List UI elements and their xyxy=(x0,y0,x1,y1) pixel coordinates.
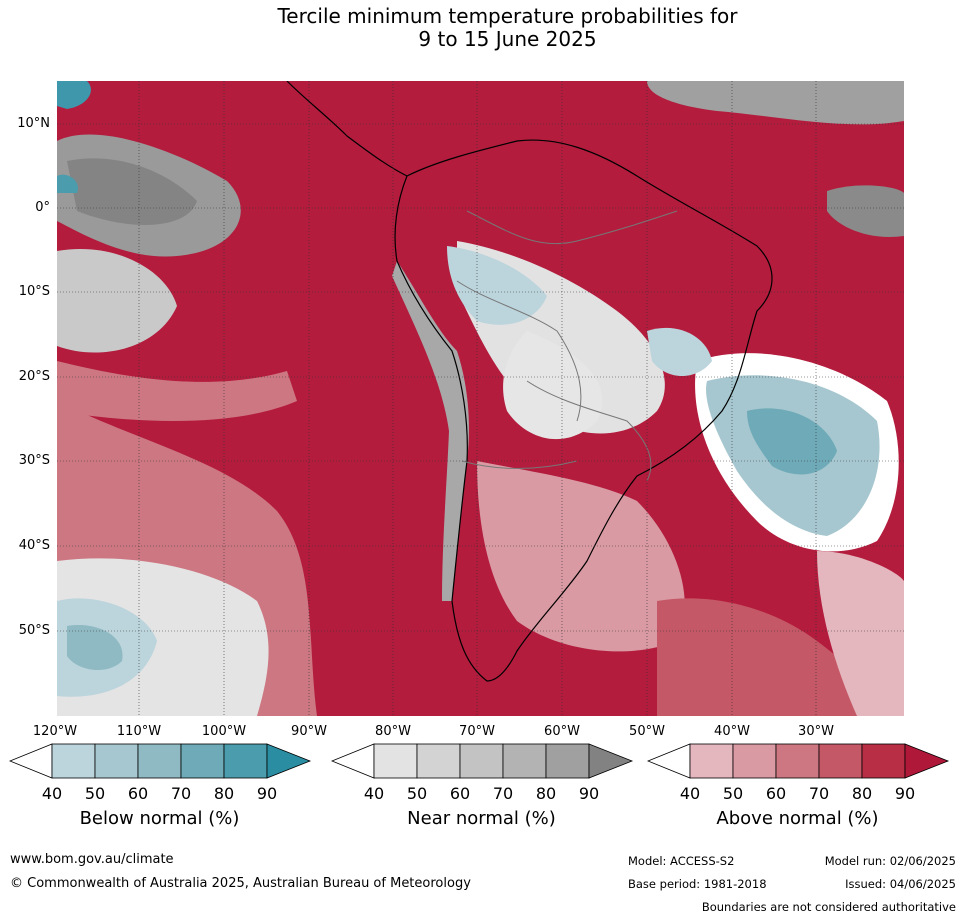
colorbar-swatch xyxy=(689,743,734,779)
latitude-tick-label: 30°S xyxy=(18,453,50,468)
colorbar-tick-label: 90 xyxy=(894,784,916,803)
colorbar xyxy=(647,743,950,779)
below-normal-region xyxy=(57,174,78,193)
colorbar-tick-label: 40 xyxy=(363,784,385,803)
longitude-tick-label: 50°W xyxy=(629,724,665,739)
continent-outline xyxy=(394,139,773,682)
colorbar-tick-label: 50 xyxy=(84,784,106,803)
colorbar-swatch xyxy=(818,743,863,779)
colorbar-tick-label: 60 xyxy=(449,784,471,803)
colorbar-tick-label: 70 xyxy=(170,784,192,803)
graticule xyxy=(57,81,904,716)
latitude-tick-label: 10°N xyxy=(17,116,50,131)
colorbar-tick-label: 40 xyxy=(679,784,701,803)
below-normal-region xyxy=(67,625,123,671)
below-normal-region xyxy=(447,246,547,325)
colorbar-tick-label: 90 xyxy=(578,784,600,803)
above-normal-region xyxy=(657,598,904,716)
colorbar-tick-label: 80 xyxy=(535,784,557,803)
near-normal-region xyxy=(647,81,904,125)
colorbar-tick-label: 80 xyxy=(851,784,873,803)
below-normal-region xyxy=(57,81,91,109)
near-normal-region xyxy=(392,261,469,601)
colorbar-swatch xyxy=(502,743,547,779)
latitude-tick-label: 50°S xyxy=(18,623,50,638)
below-normal-region xyxy=(747,408,837,475)
colorbar-title: Near normal (%) xyxy=(407,808,556,829)
longitude-tick-label: 120°W xyxy=(32,724,78,739)
probability-map xyxy=(57,81,904,716)
longitude-tick-label: 60°W xyxy=(544,724,580,739)
colorbar-tick-label: 60 xyxy=(765,784,787,803)
colorbar-lower-extension xyxy=(331,743,375,779)
above-normal-region xyxy=(477,461,685,652)
country-border xyxy=(526,380,652,482)
website-link[interactable]: www.bom.gov.au/climate xyxy=(10,852,174,867)
central-america-outline xyxy=(286,81,408,177)
longitude-tick-label: 40°W xyxy=(714,724,750,739)
near-normal-region xyxy=(67,158,197,225)
longitude-tick-label: 110°W xyxy=(116,724,162,739)
below-normal-region xyxy=(647,327,712,376)
near-normal-region xyxy=(503,331,603,440)
colorbar-tick-label: 50 xyxy=(406,784,428,803)
colorbar-tick-label: 90 xyxy=(256,784,278,803)
colorbar-swatch xyxy=(373,743,418,779)
colorbar-swatch xyxy=(137,743,182,779)
colorbar-swatch xyxy=(51,743,96,779)
country-border xyxy=(466,210,678,245)
colorbar xyxy=(331,743,634,779)
colorbar-swatch xyxy=(180,743,225,779)
map-title: Tercile minimum temperature probabilitie… xyxy=(0,5,965,51)
disclaimer-text: Boundaries are not considered authoritat… xyxy=(701,900,956,914)
colorbar xyxy=(9,743,312,779)
near-normal-region xyxy=(827,185,904,237)
colorbar-swatch xyxy=(416,743,461,779)
colorbar-lower-extension xyxy=(9,743,53,779)
country-border xyxy=(456,280,582,422)
colorbar-upper-extension xyxy=(266,743,312,779)
colorbar-title: Below normal (%) xyxy=(79,808,240,829)
colorbar-tick-label: 60 xyxy=(127,784,149,803)
colorbar-tick-label: 50 xyxy=(722,784,744,803)
latitude-tick-label: 20°S xyxy=(18,369,50,384)
title-line-1: Tercile minimum temperature probabilitie… xyxy=(277,4,738,28)
colorbar-tick-label: 40 xyxy=(41,784,63,803)
latitude-tick-label: 0° xyxy=(35,200,50,215)
colorbar-lower-extension xyxy=(647,743,691,779)
model-label: Model: ACCESS-S2 xyxy=(628,854,735,868)
country-border xyxy=(461,460,578,469)
colorbar-swatch xyxy=(775,743,820,779)
model-run-label: Model run: 02/06/2025 xyxy=(824,854,956,868)
above-normal-region xyxy=(57,361,297,421)
latitude-tick-label: 40°S xyxy=(18,538,50,553)
colorbar-swatch xyxy=(94,743,139,779)
copyright-text: © Commonwealth of Australia 2025, Austra… xyxy=(10,876,471,891)
longitude-tick-label: 70°W xyxy=(459,724,495,739)
latitude-tick-label: 10°S xyxy=(18,284,50,299)
title-line-2: 9 to 15 June 2025 xyxy=(418,27,597,51)
longitude-tick-label: 100°W xyxy=(201,724,247,739)
colorbar-swatch xyxy=(223,743,268,779)
colorbar-swatch xyxy=(861,743,906,779)
colorbar-swatch xyxy=(459,743,504,779)
base-period-label: Base period: 1981-2018 xyxy=(628,877,767,891)
longitude-tick-label: 90°W xyxy=(291,724,327,739)
colorbar-swatch xyxy=(545,743,590,779)
colorbar-swatch xyxy=(732,743,777,779)
colorbar-tick-label: 70 xyxy=(808,784,830,803)
colorbar-title: Above normal (%) xyxy=(716,808,879,829)
colorbar-upper-extension xyxy=(904,743,950,779)
above-normal-region xyxy=(817,551,904,716)
colorbar-tick-label: 70 xyxy=(492,784,514,803)
longitude-tick-label: 80°W xyxy=(375,724,411,739)
colorbar-tick-label: 80 xyxy=(213,784,235,803)
colorbar-upper-extension xyxy=(588,743,634,779)
near-normal-region xyxy=(57,249,177,353)
issued-label: Issued: 04/06/2025 xyxy=(845,877,956,891)
longitude-tick-label: 30°W xyxy=(798,724,834,739)
